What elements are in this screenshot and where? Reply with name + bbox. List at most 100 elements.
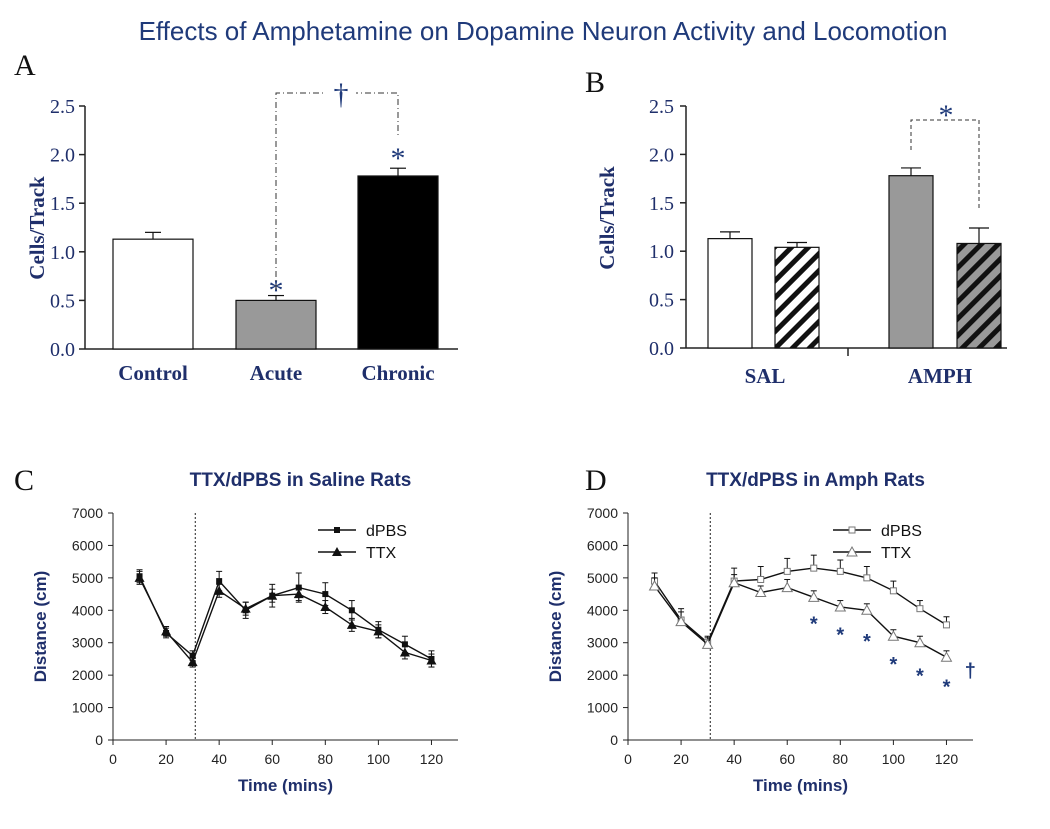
panel-c-line-chart: TTX/dPBS in Saline Rats 0 1000 2000 3000 4000…: [31, 470, 458, 795]
x-tick-label: 40: [211, 751, 227, 767]
panel-b-bar-chart: 0.0 0.5 1.0 1.5 2.0 2.5 Cells/Track SAL AMPH *: [595, 96, 1007, 388]
category-label: SAL: [745, 364, 786, 388]
y-tick-label: 1.5: [649, 193, 674, 215]
panel-letter-d: D: [585, 464, 607, 497]
data-point: [942, 621, 950, 629]
data-point: [848, 526, 856, 534]
x-tick-label: 100: [882, 751, 906, 767]
data-point: [216, 578, 223, 585]
x-tick-label: 80: [318, 751, 334, 767]
data-point: [863, 574, 871, 582]
data-point: [322, 591, 329, 598]
y-tick-label: 1000: [587, 700, 618, 716]
data-point: [834, 601, 847, 612]
panel-a-bar-chart: 0.0 0.5 1.0 1.5 2.0 2.5 Cells/Track Control Acut…: [25, 78, 458, 385]
y-tick-label: 7000: [587, 505, 618, 521]
figure-title: Effects of Amphetamine on Dopamine Neuro…: [139, 16, 948, 46]
panel-letter-a: A: [14, 49, 36, 82]
significance-star-chronic: *: [391, 142, 406, 175]
significance-star: *: [863, 631, 871, 653]
significance-star: *: [810, 613, 818, 635]
x-tick-label: 20: [673, 751, 689, 767]
significance-star-acute: *: [269, 274, 284, 307]
y-tick-label: 0: [95, 732, 103, 748]
category-label: Control: [118, 361, 188, 385]
y-axis-label: Cells/Track: [25, 176, 49, 280]
data-point: [728, 576, 741, 588]
y-axis-label: Cells/Track: [595, 166, 619, 270]
data-point: [334, 527, 340, 533]
y-tick-label: 1.0: [649, 241, 674, 263]
bar: [235, 299, 317, 350]
dagger-background: [326, 80, 356, 108]
x-tick-label: 40: [726, 751, 742, 767]
y-tick-label: 2000: [72, 667, 103, 683]
significance-star: *: [916, 665, 924, 687]
y-tick-label: 4000: [587, 602, 618, 618]
data-point: [134, 572, 145, 582]
significance-star: *: [943, 677, 951, 699]
y-tick-label: 2.5: [649, 96, 674, 118]
y-tick-label: 6000: [72, 537, 103, 553]
x-tick-label: 60: [779, 751, 795, 767]
data-point: [348, 607, 355, 614]
series-line: [653, 581, 947, 658]
data-point: [426, 655, 437, 665]
x-tick-label: 120: [420, 751, 444, 767]
chart-title: TTX/dPBS in Amph Rats: [706, 470, 925, 491]
data-point: [860, 604, 873, 615]
data-point: [648, 579, 661, 591]
y-tick-label: 0.5: [50, 290, 75, 312]
data-point: [267, 590, 278, 600]
significance-star: *: [836, 625, 844, 647]
series-line: [138, 575, 432, 660]
y-tick-label: 3000: [72, 635, 103, 651]
data-point: [399, 647, 410, 657]
data-point: [332, 547, 342, 556]
y-tick-label: 4000: [72, 602, 103, 618]
comparison-bracket: [275, 92, 399, 290]
x-axis-label: Time (mins): [753, 776, 848, 795]
data-point: [401, 641, 408, 648]
y-tick-label: 5000: [72, 570, 103, 586]
data-point: [187, 657, 198, 667]
legend-label: TTX: [366, 545, 397, 562]
y-tick-label: 1.0: [50, 242, 75, 264]
panel-d-line-chart: TTX/dPBS in Amph Rats0100020003000400050…: [546, 470, 976, 795]
data-point: [807, 591, 820, 602]
y-tick-label: 2.0: [50, 145, 75, 167]
data-point: [346, 619, 357, 629]
data-point: [783, 567, 791, 575]
y-tick-label: 2.5: [50, 96, 75, 118]
y-tick-label: 1000: [72, 700, 103, 716]
data-point: [889, 587, 897, 595]
y-tick-label: 5000: [587, 570, 618, 586]
panel-letter-c: C: [14, 464, 34, 497]
y-tick-label: 0.0: [649, 338, 674, 360]
data-point: [940, 651, 953, 662]
data-point: [887, 630, 900, 641]
x-axis-label: Time (mins): [238, 776, 333, 795]
bar: [357, 175, 439, 350]
chart-title: TTX/dPBS in Saline Rats: [190, 470, 412, 491]
data-point: [701, 638, 714, 649]
data-point: [240, 603, 251, 613]
bar: [956, 242, 1002, 349]
data-point: [836, 567, 844, 575]
bar: [774, 246, 820, 349]
significance-star: *: [889, 654, 897, 676]
y-tick-label: 7000: [72, 505, 103, 521]
y-tick-label: 6000: [587, 537, 618, 553]
category-label: Chronic: [361, 361, 434, 385]
y-tick-label: 3000: [587, 635, 618, 651]
y-axis-label: Distance (cm): [546, 571, 565, 682]
series-line: [138, 577, 432, 664]
x-tick-label: 120: [935, 751, 959, 767]
data-point: [914, 636, 926, 648]
x-tick-label: 20: [158, 751, 174, 767]
category-label: Acute: [250, 361, 302, 385]
data-point: [916, 605, 924, 613]
comparison-bracket: [910, 119, 980, 210]
x-tick-label: 0: [624, 751, 632, 767]
